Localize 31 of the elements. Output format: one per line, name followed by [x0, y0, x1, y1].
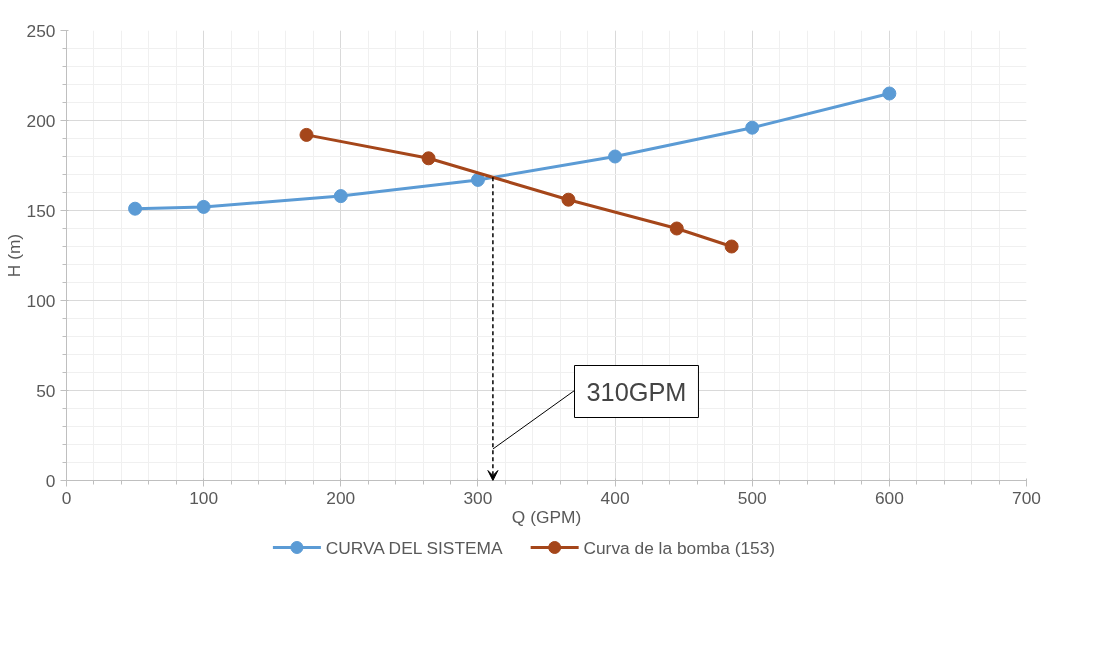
y-tick-label: 50 — [36, 380, 56, 401]
point — [724, 239, 739, 254]
y-tick-label: 100 — [26, 290, 56, 311]
y-axis-title: H (m) — [3, 233, 24, 278]
point — [196, 199, 211, 214]
y-tick-label: 150 — [26, 200, 56, 221]
legend-label: Curva de la bomba (153) — [583, 537, 776, 558]
y-tick-label: 200 — [26, 110, 56, 131]
y-tick-label: 0 — [45, 470, 56, 491]
point — [421, 151, 436, 166]
x-axis-title: Q (GPM) — [511, 506, 582, 527]
x-tick-label: 200 — [326, 487, 356, 508]
point — [669, 221, 684, 236]
x-tick-label: 700 — [1012, 487, 1041, 508]
point — [882, 86, 897, 101]
x-tick-label: 500 — [737, 487, 767, 508]
x-tick-label: 400 — [600, 487, 630, 508]
point — [745, 120, 760, 135]
point — [561, 192, 576, 207]
annotation: 310GPM — [586, 377, 687, 406]
x-tick-label: 100 — [189, 487, 219, 508]
point — [299, 127, 314, 142]
point — [470, 172, 485, 187]
y-tick-label: 250 — [26, 20, 56, 41]
point — [608, 149, 623, 164]
x-tick-label: 600 — [874, 487, 904, 508]
point — [128, 201, 143, 216]
x-tick-label: 0 — [61, 487, 72, 508]
legend-label: CURVA DEL SISTEMA — [325, 537, 503, 558]
x-tick-label: 300 — [463, 487, 493, 508]
point — [333, 189, 348, 204]
